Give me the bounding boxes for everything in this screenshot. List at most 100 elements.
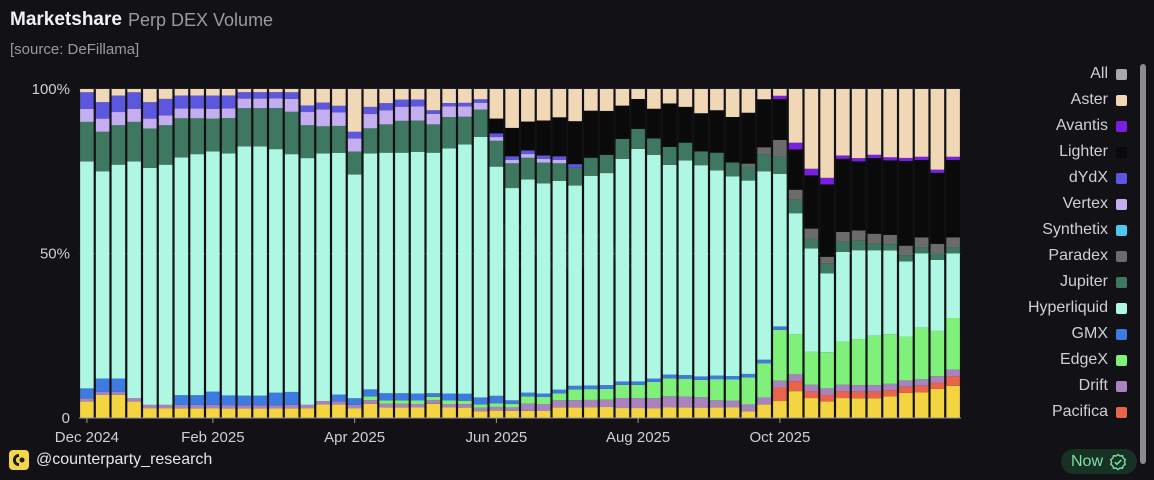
bar-segment-avantis[interactable] [914, 156, 929, 160]
bar-segment-drift[interactable] [363, 400, 378, 404]
bar-segment-lighter[interactable] [662, 103, 677, 147]
bar-segment-lighter[interactable] [505, 127, 519, 157]
bar-segment-dydx[interactable] [568, 164, 582, 168]
bar-segment-gmx[interactable] [174, 395, 189, 405]
bar-segment-drift[interactable] [568, 400, 582, 408]
bar-segment-paradex[interactable] [930, 243, 945, 254]
bar-segment-edgex[interactable] [395, 400, 409, 404]
bar-segment-jupiter[interactable] [410, 120, 425, 153]
bar-segment-avantis[interactable] [899, 157, 913, 162]
bar-segment-jupiter[interactable] [363, 128, 378, 154]
bar-segment-edgex[interactable] [883, 334, 897, 384]
bar-segment-drift[interactable] [804, 384, 819, 392]
bar-segment-vertex[interactable] [284, 98, 299, 112]
bar-segment-lighter[interactable] [710, 110, 724, 153]
bar-segment-other[interactable] [206, 408, 220, 418]
bar-segment-aster[interactable] [710, 89, 724, 111]
bar-segment-other[interactable] [158, 408, 173, 418]
bar-segment-dydx[interactable] [473, 99, 488, 103]
bar-segment-drift[interactable] [442, 404, 456, 408]
bar-segment-gmx[interactable] [95, 378, 110, 392]
bar-segment-lighter[interactable] [788, 149, 803, 190]
bar-segment-dydx[interactable] [379, 103, 393, 111]
legend-scrollbar[interactable] [1140, 64, 1146, 464]
bar-segment-vertex[interactable] [269, 98, 283, 108]
bar-segment-dydx[interactable] [332, 105, 346, 113]
bar-segment-drift[interactable] [316, 401, 330, 405]
bar-segment-edgex[interactable] [662, 378, 677, 397]
bar-segment-aster[interactable] [568, 89, 582, 122]
bar-segment-vertex[interactable] [95, 118, 110, 132]
bar-segment-hyperliquid[interactable] [536, 183, 551, 394]
bar-segment-edgex[interactable] [820, 352, 834, 389]
bar-segment-jupiter[interactable] [788, 199, 803, 214]
bar-segment-aster[interactable] [221, 89, 236, 96]
bar-segment-hyperliquid[interactable] [757, 171, 771, 360]
bar-segment-vertex[interactable] [237, 98, 252, 109]
bar-segment-jupiter[interactable] [442, 117, 456, 149]
bar-segment-dydx[interactable] [143, 102, 157, 119]
bar-segment-jupiter[interactable] [804, 238, 819, 249]
bar-segment-vertex[interactable] [174, 108, 189, 119]
bar-segment-lighter[interactable] [867, 158, 882, 234]
bar-segment-gmx[interactable] [237, 395, 252, 406]
bar-segment-edgex[interactable] [410, 400, 425, 405]
bar-segment-gmx[interactable] [458, 393, 472, 401]
bar-segment-edgex[interactable] [599, 388, 614, 400]
bar-segment-lighter[interactable] [694, 113, 708, 152]
bar-segment-paradex[interactable] [820, 256, 834, 264]
bar-segment-drift[interactable] [237, 405, 252, 409]
bar-segment-other[interactable] [914, 392, 929, 418]
bar-segment-aster[interactable] [773, 89, 787, 96]
bar-segment-jupiter[interactable] [757, 154, 771, 172]
bar-segment-drift[interactable] [158, 404, 173, 409]
bar-segment-dydx[interactable] [300, 105, 315, 113]
bar-segment-edgex[interactable] [694, 379, 708, 398]
bar-segment-lighter[interactable] [757, 99, 771, 148]
bar-segment-lighter[interactable] [930, 172, 945, 244]
bar-segment-lighter[interactable] [725, 117, 740, 163]
bar-segment-edgex[interactable] [804, 351, 819, 385]
bar-segment-aster[interactable] [426, 89, 441, 111]
bar-segment-dydx[interactable] [80, 92, 94, 109]
bar-segment-lighter[interactable] [804, 175, 819, 229]
bar-segment-other[interactable] [568, 407, 582, 418]
bar-segment-hyperliquid[interactable] [725, 176, 740, 377]
bar-segment-hyperliquid[interactable] [662, 164, 677, 375]
bar-segment-hyperliquid[interactable] [410, 152, 425, 394]
legend-item-aster[interactable]: Aster [1071, 90, 1127, 110]
bar-segment-aster[interactable] [379, 89, 393, 104]
bar-segment-drift[interactable] [143, 404, 157, 409]
bar-segment-jupiter[interactable] [662, 146, 677, 165]
bar-segment-drift[interactable] [127, 398, 141, 402]
bar-segment-dydx[interactable] [442, 103, 456, 107]
bar-segment-other[interactable] [599, 407, 614, 418]
bar-segment-jupiter[interactable] [332, 125, 346, 153]
bar-segment-edgex[interactable] [536, 397, 551, 404]
bar-segment-jupiter[interactable] [773, 156, 787, 174]
bar-segment-dydx[interactable] [190, 95, 204, 109]
bar-segment-lighter[interactable] [678, 106, 693, 143]
bar-segment-other[interactable] [190, 408, 204, 418]
bar-segment-jupiter[interactable] [206, 118, 220, 152]
bar-segment-aster[interactable] [190, 89, 204, 96]
bar-segment-paradex[interactable] [788, 189, 803, 200]
bar-segment-other[interactable] [836, 398, 850, 418]
bar-segment-drift[interactable] [773, 380, 787, 388]
bar-segment-pacifica[interactable] [851, 391, 866, 399]
bar-segment-pacifica[interactable] [930, 382, 945, 389]
legend-item-jupiter[interactable]: Jupiter [1060, 272, 1127, 292]
bar-segment-lighter[interactable] [552, 117, 567, 157]
bar-segment-other[interactable] [379, 407, 393, 418]
bar-segment-dydx[interactable] [363, 106, 378, 115]
bar-segment-drift[interactable] [505, 407, 519, 411]
bar-segment-gmx[interactable] [615, 381, 630, 385]
bar-segment-drift[interactable] [883, 383, 897, 391]
bar-segment-other[interactable] [757, 404, 771, 418]
bar-segment-other[interactable] [615, 408, 630, 418]
bar-segment-hyperliquid[interactable] [395, 152, 409, 394]
bar-segment-aster[interactable] [174, 89, 189, 96]
bar-segment-aster[interactable] [836, 89, 850, 156]
bar-segment-edgex[interactable] [473, 404, 488, 408]
bar-segment-vertex[interactable] [206, 108, 220, 119]
